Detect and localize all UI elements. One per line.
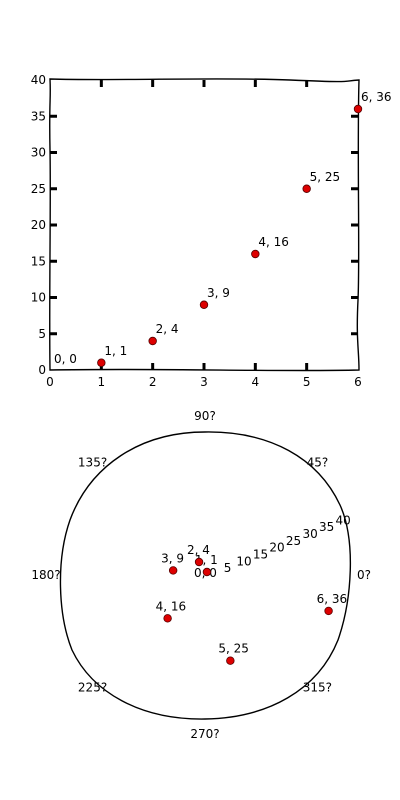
data-point [148,336,157,346]
theta-tick-label: 315? [303,680,332,694]
y-tick-label: 15 [31,254,46,268]
point-label: 0, 0 [54,352,77,366]
polar-chart: 0?45?90?135?180?225?270?315?5 10 15 20 25 30 3… [31,409,371,741]
r-tick-label: 5 [224,561,232,575]
r-tick-label: 40 [335,513,350,527]
cartesian-ticks [50,80,358,370]
r-tick-label: 30 [302,527,317,541]
polar-data-point [168,566,178,575]
x-tick-label: 5 [303,375,311,389]
y-tick-label: 25 [31,182,46,196]
x-tick-label: 2 [149,375,157,389]
x-tick-label: 0 [46,375,54,389]
polar-point-label: 4, 16 [156,599,187,613]
polar-point-label: 2, 4 [187,543,210,557]
r-tick-label: 25 [286,534,301,548]
r-tick-label: 10 [236,554,251,568]
y-tick-label: 5 [38,327,46,341]
polar-point-label: 5, 25 [218,642,249,656]
point-label: 6, 36 [361,90,392,104]
x-tick-label: 1 [98,375,106,389]
x-tick-label: 4 [252,375,260,389]
y-tick-label: 40 [31,73,46,87]
polar-data-point [202,567,212,577]
y-tick-label: 20 [31,218,46,232]
polar-data-point [324,606,333,616]
y-tick-label: 0 [38,363,46,377]
cartesian-points: 0, 0 1, 1 2, 4 3, 9 4, 16 5, 25 6, 36 [54,90,392,367]
theta-tick-label: 270? [190,727,219,741]
cartesian-chart: 0 1 2 3 4 5 6 0 5 10 15 20 25 30 35 40 0, 0 1, 1 2, 4 3, 9… [31,73,392,389]
cartesian-plot-frame [49,78,360,372]
theta-tick-label: 225? [78,680,107,694]
y-tick-label: 35 [31,109,46,123]
r-tick-label: 15 [253,547,268,561]
point-label: 1, 1 [104,344,127,358]
data-point [97,358,106,367]
polar-point-label: 3, 9 [161,551,184,565]
r-tick-label: 20 [269,541,284,555]
polar-points: 0, 01, 12, 43, 94, 165, 256, 36 [156,543,348,665]
point-label: 3, 9 [207,286,230,300]
theta-tick-label: 90? [194,409,216,423]
data-point [251,249,260,259]
y-tick-label: 10 [31,291,46,305]
theta-tick-label: 180? [31,568,60,582]
data-point [353,104,363,114]
data-point [302,184,311,193]
data-point [199,300,209,309]
point-label: 4, 16 [258,235,289,249]
polar-data-point [194,557,204,567]
r-tick-label: 35 [319,520,334,534]
cartesian-tick-labels: 0 1 2 3 4 5 6 0 5 10 15 20 25 30 35 40 [31,73,362,389]
theta-tick-label: 45? [307,456,329,470]
x-tick-label: 3 [200,375,208,389]
polar-point-label: 6, 36 [317,592,348,606]
theta-tick-label: 0? [357,568,371,582]
theta-tick-label: 135? [78,456,107,470]
polar-data-point [226,656,235,665]
polar-data-point [163,614,172,623]
y-tick-label: 30 [31,146,46,160]
point-label: 2, 4 [156,322,179,336]
x-tick-label: 6 [354,375,362,389]
point-label: 5, 25 [310,170,341,184]
polar-outline [59,431,352,720]
polar-tick-labels: 0?45?90?135?180?225?270?315?5 10 15 20 25 30 3… [31,409,371,741]
